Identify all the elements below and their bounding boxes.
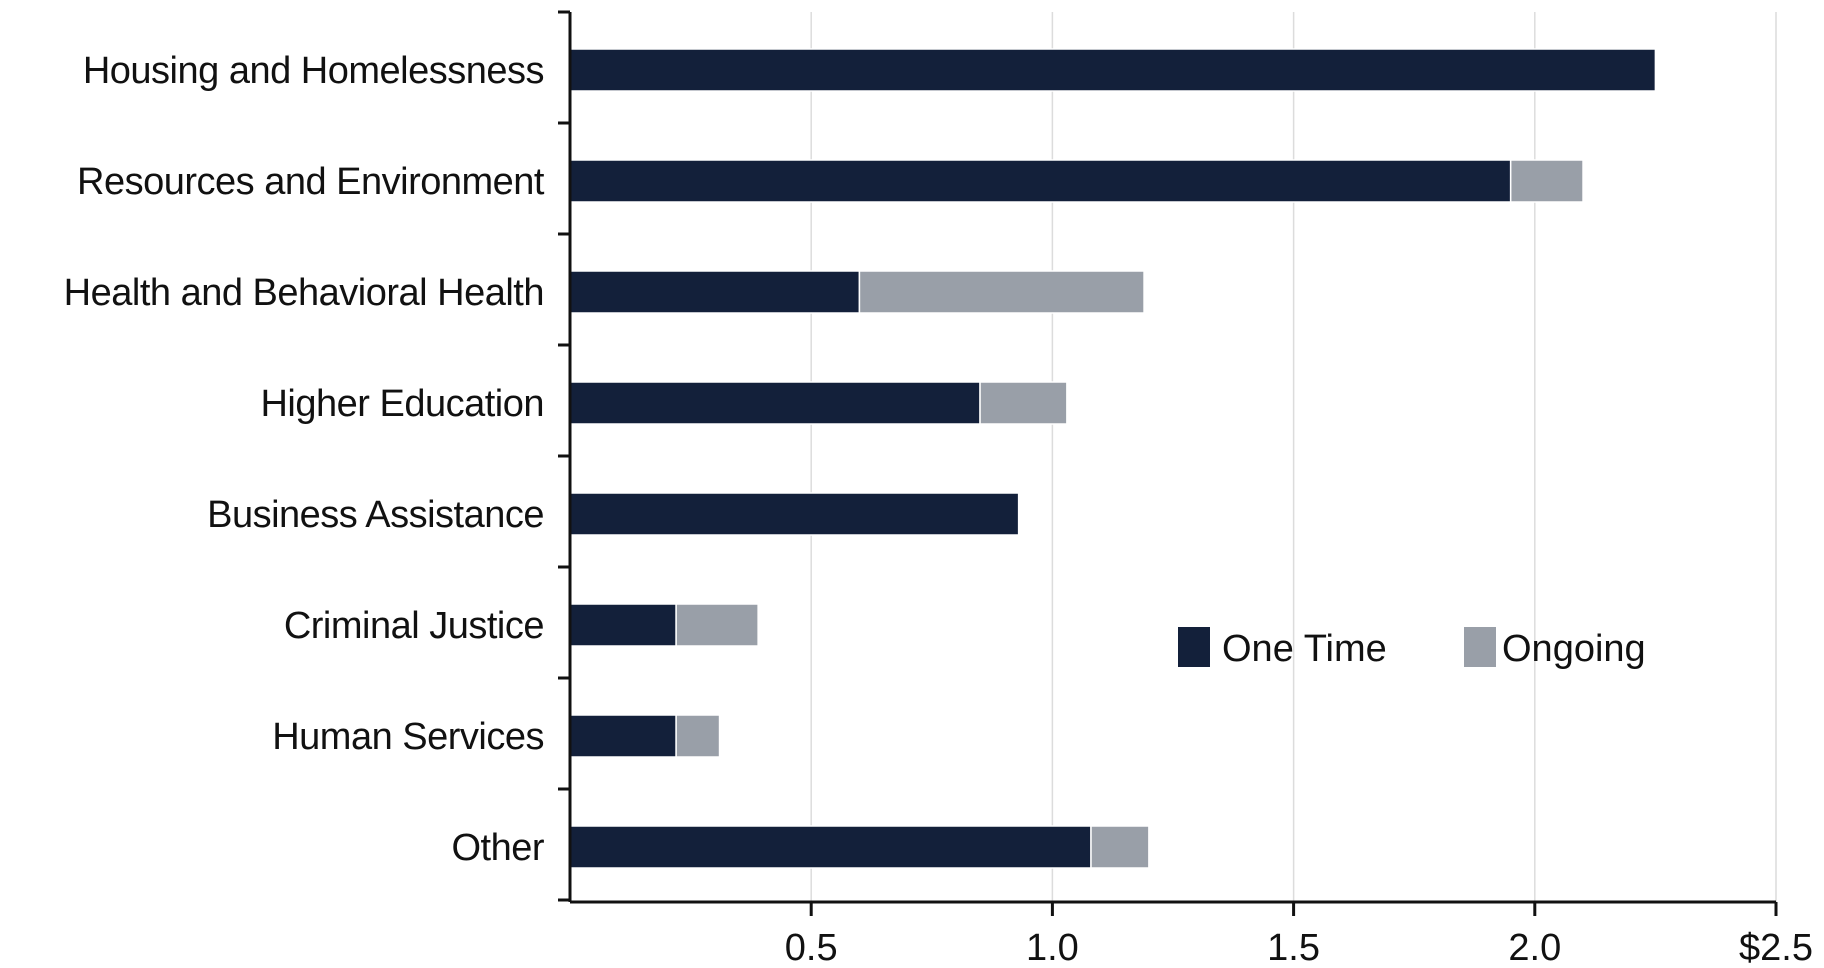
x-tick-label-4: $2.5 <box>1739 927 1813 968</box>
legend-label-one-time: One Time <box>1222 628 1387 670</box>
category-label-5: Criminal Justice <box>284 605 544 647</box>
legend-swatch-ongoing <box>1464 627 1496 667</box>
bar-1-0 <box>569 159 1512 203</box>
bar-1-1 <box>1509 159 1584 203</box>
category-label-2: Health and Behavioral Health <box>64 272 544 314</box>
category-label-6: Human Services <box>272 716 544 758</box>
category-label-1: Resources and Environment <box>77 161 545 203</box>
bars <box>569 48 1657 869</box>
legend-item-0: One Time <box>1178 627 1387 670</box>
legend-swatch-one-time <box>1178 627 1210 667</box>
x-tick-label-0: 0.5 <box>785 927 838 968</box>
bar-2-0 <box>569 270 861 314</box>
axes <box>558 10 1778 916</box>
legend-label-ongoing: Ongoing <box>1502 628 1646 670</box>
bar-7-1 <box>1090 825 1150 869</box>
x-tick-label-3: 2.0 <box>1508 927 1561 968</box>
bar-3-0 <box>569 381 981 425</box>
category-labels: Housing and Homelessness Resources and En… <box>64 50 546 869</box>
category-label-0: Housing and Homelessness <box>83 50 544 92</box>
legend-item-1: Ongoing <box>1464 627 1646 670</box>
gridlines <box>810 12 1777 902</box>
bar-2-1 <box>858 270 1145 314</box>
x-tick-label-1: 1.0 <box>1026 927 1079 968</box>
bar-7-0 <box>569 825 1092 869</box>
bar-5-1 <box>675 603 759 647</box>
bar-6-1 <box>675 714 721 758</box>
category-label-3: Higher Education <box>260 383 544 425</box>
legend: One Time Ongoing <box>1178 627 1646 670</box>
category-label-7: Other <box>451 827 544 869</box>
bar-0-0 <box>569 48 1657 92</box>
bar-6-0 <box>569 714 677 758</box>
x-tick-labels: 0.5 1.0 1.5 2.0 $2.5 <box>785 927 1813 968</box>
x-tick-label-2: 1.5 <box>1267 927 1320 968</box>
category-label-4: Business Assistance <box>207 494 544 536</box>
bar-3-1 <box>979 381 1068 425</box>
bar-5-0 <box>569 603 677 647</box>
bar-4-0 <box>569 492 1020 536</box>
